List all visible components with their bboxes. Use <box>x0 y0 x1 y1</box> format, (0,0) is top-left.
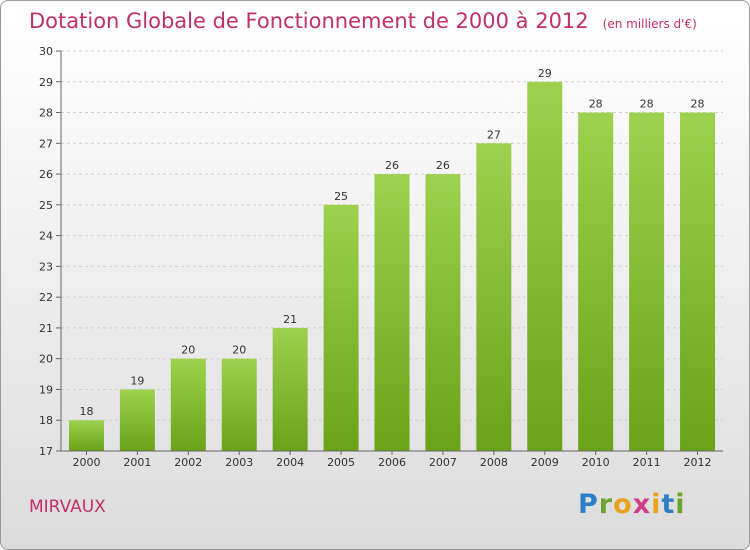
x-tick-label: 2003 <box>225 456 253 469</box>
y-tick-label: 28 <box>39 107 53 120</box>
bar-2008 <box>476 143 512 452</box>
y-tick-label: 29 <box>39 76 53 89</box>
x-tick-label: 2012 <box>684 456 712 469</box>
x-tick-label: 2006 <box>378 456 406 469</box>
chart-title: Dotation Globale de Fonctionnement de 20… <box>29 9 697 33</box>
x-tick-label: 2005 <box>327 456 355 469</box>
y-tick-label: 24 <box>39 230 53 243</box>
bar-2006 <box>374 174 410 452</box>
logo-letter: x <box>632 489 652 520</box>
bar-2003 <box>221 358 257 451</box>
logo-letter: o <box>613 489 633 520</box>
axes: 17 18 19 20 21 22 23 24 25 26 27 28 29 30 2000 2001 2002… <box>39 45 723 469</box>
data-label: 25 <box>334 190 348 203</box>
data-label: 28 <box>640 98 654 111</box>
x-tick-label: 2002 <box>174 456 202 469</box>
bar-2004 <box>272 327 308 451</box>
bar-2010 <box>578 112 614 452</box>
bar-2002 <box>170 358 206 451</box>
data-label: 18 <box>79 405 93 418</box>
y-tick-label: 25 <box>39 199 53 212</box>
bar-2009 <box>527 81 563 452</box>
x-tick-label: 2004 <box>276 456 304 469</box>
data-label: 27 <box>487 128 501 141</box>
y-tick-label: 30 <box>39 45 53 58</box>
chart-title-text: Dotation Globale de Fonctionnement de 20… <box>29 9 589 33</box>
data-label: 19 <box>130 374 144 387</box>
proxiti-logo[interactable]: Proxiti <box>578 489 686 520</box>
logo-letter: r <box>598 489 614 520</box>
y-tick-label: 27 <box>39 137 53 150</box>
data-label: 29 <box>538 67 552 80</box>
bar-2001 <box>119 389 155 451</box>
y-tick-label: 21 <box>39 322 53 335</box>
y-tick-label: 26 <box>39 168 53 181</box>
bars: 18 19 20 20 21 25 26 26 27 29 28 28 28 <box>68 67 716 452</box>
logo-letter: P <box>578 489 599 520</box>
x-tick-label: 2011 <box>633 456 661 469</box>
data-label: 20 <box>181 344 195 357</box>
bar-2011 <box>629 112 665 452</box>
y-tick-label: 23 <box>39 260 53 273</box>
x-tick-label: 2007 <box>429 456 457 469</box>
logo-letter: i <box>651 489 662 520</box>
data-label: 26 <box>436 159 450 172</box>
data-label: 28 <box>589 98 603 111</box>
data-label: 21 <box>283 313 297 326</box>
logo-letter: i <box>675 489 686 520</box>
y-tick-label: 19 <box>39 383 53 396</box>
data-label: 20 <box>232 344 246 357</box>
x-tick-label: 2009 <box>531 456 559 469</box>
y-tick-label: 22 <box>39 291 53 304</box>
logo-letter: t <box>661 489 676 520</box>
y-tick-label: 20 <box>39 353 53 366</box>
bar-2000 <box>68 420 104 451</box>
x-tick-label: 2000 <box>72 456 100 469</box>
x-tick-label: 2010 <box>582 456 610 469</box>
town-name: MIRVAUX <box>29 497 106 517</box>
data-label: 26 <box>385 159 399 172</box>
chart-subtitle: (en milliers d'€) <box>602 17 697 31</box>
data-label: 28 <box>691 98 705 111</box>
bar-2012 <box>680 112 716 452</box>
y-tick-label: 17 <box>39 445 53 458</box>
bar-2007 <box>425 174 461 452</box>
x-tick-label: 2008 <box>480 456 508 469</box>
bar-2005 <box>323 204 359 451</box>
x-tick-label: 2001 <box>123 456 151 469</box>
y-tick-label: 18 <box>39 414 53 427</box>
